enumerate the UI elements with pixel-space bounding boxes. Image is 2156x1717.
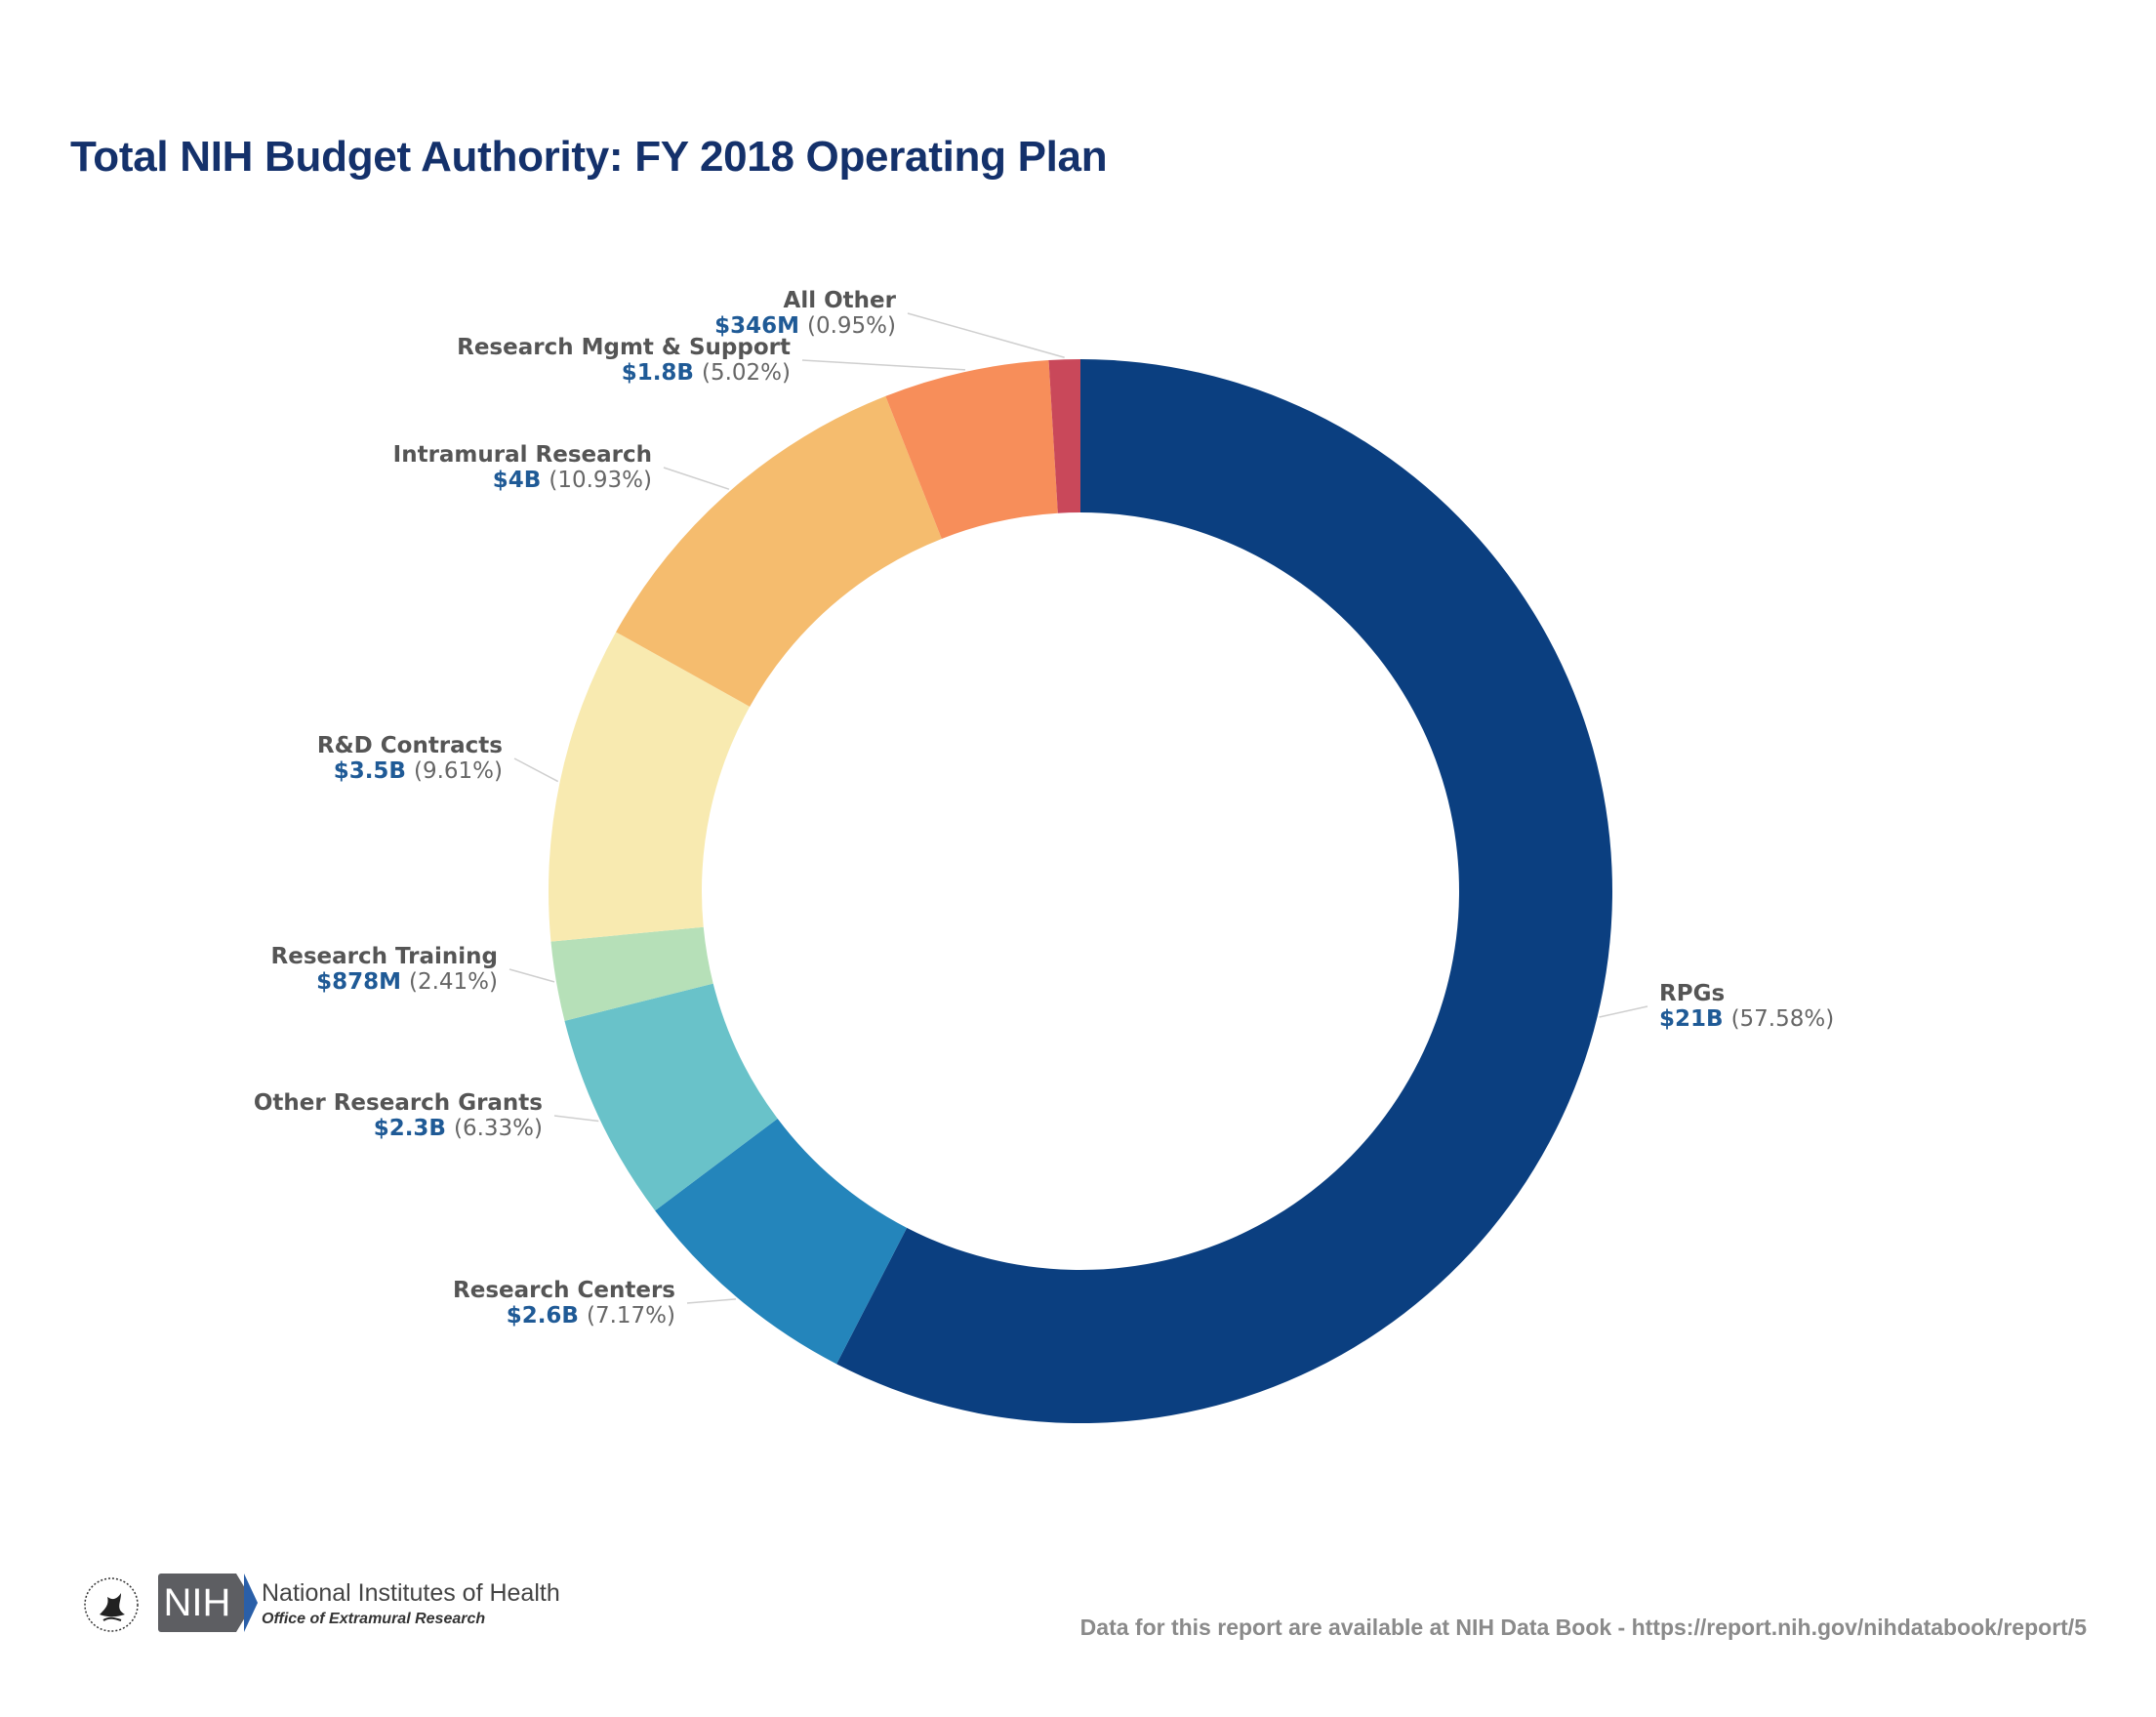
- slice-label-name: Intramural Research: [393, 442, 652, 468]
- slice-label-value: $1.8B (5.02%): [622, 360, 791, 386]
- slice-label-value: $4B (10.93%): [493, 468, 652, 493]
- leader-line: [513, 757, 559, 783]
- leader-line: [801, 359, 966, 371]
- hhs-seal-icon: [84, 1577, 139, 1632]
- slice-research-centers[interactable]: [655, 1118, 908, 1365]
- slice-label-value: $21B (57.58%): [1659, 1006, 1834, 1032]
- nih-badge: NIH: [158, 1574, 236, 1632]
- slice-label-name: Research Centers: [453, 1278, 675, 1303]
- slice-label-name: Research Training: [271, 944, 498, 969]
- slice-label-name: Research Mgmt & Support: [457, 335, 791, 360]
- slice-all-other[interactable]: [1048, 359, 1080, 513]
- slice-r-d-contracts[interactable]: [549, 632, 751, 942]
- slice-label-value: $346M (0.95%): [714, 313, 896, 339]
- leader-line: [1599, 1005, 1648, 1018]
- slice-rpgs[interactable]: [836, 359, 1612, 1423]
- source-note: Data for this report are available at NI…: [1079, 1615, 2087, 1640]
- slice-intramural-research[interactable]: [616, 395, 942, 707]
- slice-label-name: RPGs: [1659, 981, 1725, 1006]
- org-subtitle: Office of Extramural Research: [262, 1611, 486, 1627]
- slice-label-value: $2.6B (7.17%): [507, 1303, 675, 1329]
- slice-other-research-grants[interactable]: [564, 983, 778, 1211]
- nih-logo: NIH National Institutes of Health Office…: [82, 1574, 590, 1642]
- slice-label-name: R&D Contracts: [317, 733, 503, 758]
- leader-line: [553, 1115, 599, 1123]
- slice-research-training[interactable]: [550, 926, 713, 1021]
- donut-slices: [549, 359, 1612, 1423]
- leader-lines: [508, 312, 1648, 1304]
- chart-title: Total NIH Budget Authority: FY 2018 Oper…: [70, 133, 1108, 181]
- slice-label-name: All Other: [784, 288, 897, 313]
- slice-label-value: $2.3B (6.33%): [374, 1116, 543, 1141]
- nih-chevron-accent-icon: [244, 1574, 258, 1632]
- leader-line: [686, 1298, 737, 1304]
- slice-label-name: Other Research Grants: [254, 1090, 543, 1116]
- slice-labels: RPGs$21B (57.58%) Research Centers$2.6B (…: [254, 288, 1834, 1329]
- org-name: National Institutes of Health: [262, 1579, 560, 1607]
- slice-label-value: $3.5B (9.61%): [334, 758, 503, 784]
- slice-label-value: $878M (2.41%): [316, 969, 498, 995]
- leader-line: [907, 312, 1065, 358]
- leader-line: [663, 467, 730, 490]
- slice-research-mgmt-support[interactable]: [885, 359, 1058, 539]
- leader-line: [508, 968, 555, 983]
